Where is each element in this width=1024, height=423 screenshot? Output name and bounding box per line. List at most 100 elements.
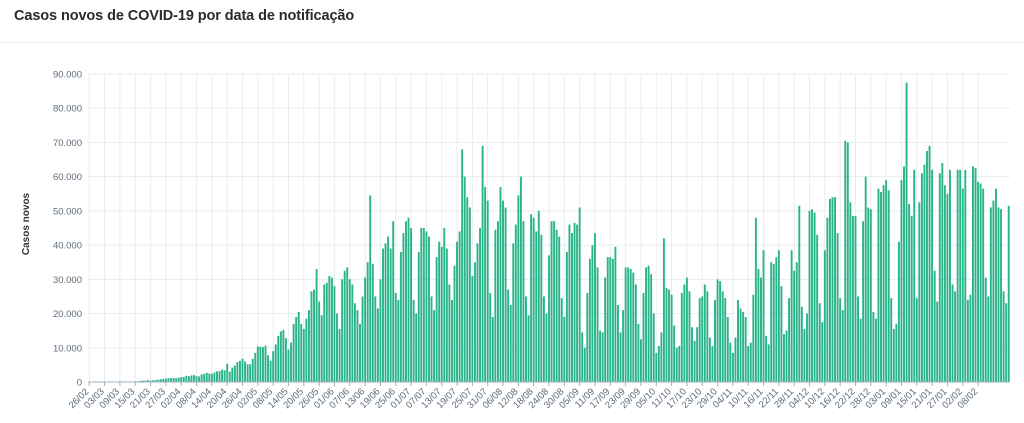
bar[interactable] bbox=[182, 376, 185, 382]
bar[interactable] bbox=[336, 313, 338, 382]
bar[interactable] bbox=[706, 291, 709, 382]
bar[interactable] bbox=[844, 140, 847, 382]
bar[interactable] bbox=[502, 200, 504, 382]
bar[interactable] bbox=[609, 257, 612, 382]
bar[interactable] bbox=[721, 291, 724, 382]
bar[interactable] bbox=[307, 310, 310, 382]
bar[interactable] bbox=[261, 347, 264, 382]
bar[interactable] bbox=[353, 303, 356, 382]
bar[interactable] bbox=[979, 183, 982, 382]
bar[interactable] bbox=[632, 272, 635, 382]
bar[interactable] bbox=[141, 380, 144, 382]
bar[interactable] bbox=[251, 358, 254, 382]
bar[interactable] bbox=[402, 233, 405, 382]
bar[interactable] bbox=[943, 185, 946, 382]
bar[interactable] bbox=[874, 318, 877, 382]
bar[interactable] bbox=[471, 275, 474, 382]
bar[interactable] bbox=[269, 360, 272, 382]
bar[interactable] bbox=[218, 371, 221, 382]
bar[interactable] bbox=[711, 346, 714, 382]
bar[interactable] bbox=[811, 209, 814, 382]
bar[interactable] bbox=[384, 243, 387, 382]
bar[interactable] bbox=[606, 257, 609, 382]
bar[interactable] bbox=[1007, 205, 1010, 382]
bar[interactable] bbox=[348, 279, 351, 382]
bar[interactable] bbox=[954, 291, 957, 382]
bar[interactable] bbox=[532, 217, 535, 382]
bar[interactable] bbox=[594, 233, 596, 382]
bar[interactable] bbox=[410, 228, 413, 382]
bar[interactable] bbox=[816, 234, 819, 382]
bar[interactable] bbox=[256, 346, 259, 382]
bar[interactable] bbox=[448, 284, 451, 382]
bar[interactable] bbox=[226, 363, 229, 382]
bar[interactable] bbox=[1000, 209, 1003, 382]
bar[interactable] bbox=[749, 342, 752, 382]
bar[interactable] bbox=[941, 162, 944, 382]
bar[interactable] bbox=[553, 221, 556, 382]
bar[interactable] bbox=[956, 169, 959, 382]
bar[interactable] bbox=[571, 233, 573, 382]
bar[interactable] bbox=[946, 193, 949, 382]
bar[interactable] bbox=[376, 308, 379, 382]
bar[interactable] bbox=[484, 186, 487, 382]
bar[interactable] bbox=[798, 205, 801, 382]
bar[interactable] bbox=[164, 378, 167, 382]
bar[interactable] bbox=[555, 229, 558, 382]
bar[interactable] bbox=[601, 332, 604, 382]
bar[interactable] bbox=[397, 299, 400, 382]
bar[interactable] bbox=[622, 310, 625, 382]
bar[interactable] bbox=[576, 224, 579, 382]
bar[interactable] bbox=[966, 299, 969, 382]
bar[interactable] bbox=[180, 377, 183, 382]
bar[interactable] bbox=[185, 375, 188, 382]
bar[interactable] bbox=[790, 250, 793, 382]
bar[interactable] bbox=[588, 258, 591, 382]
bar[interactable] bbox=[739, 308, 742, 382]
bar[interactable] bbox=[172, 377, 175, 382]
bar[interactable] bbox=[542, 296, 545, 382]
bar[interactable] bbox=[926, 151, 928, 382]
bar[interactable] bbox=[849, 202, 852, 382]
bar[interactable] bbox=[734, 337, 737, 382]
bar[interactable] bbox=[509, 305, 512, 382]
bar[interactable] bbox=[887, 190, 890, 382]
bar[interactable] bbox=[637, 323, 640, 382]
bar[interactable] bbox=[698, 298, 701, 382]
bar[interactable] bbox=[361, 296, 364, 382]
bar[interactable] bbox=[744, 316, 747, 382]
bar[interactable] bbox=[719, 281, 722, 382]
bar[interactable] bbox=[818, 303, 821, 382]
bar[interactable] bbox=[139, 380, 142, 382]
bar[interactable] bbox=[800, 306, 803, 382]
bar[interactable] bbox=[936, 301, 939, 382]
bar[interactable] bbox=[430, 296, 433, 382]
bar[interactable] bbox=[461, 149, 464, 382]
bar[interactable] bbox=[678, 346, 681, 382]
bar[interactable] bbox=[928, 145, 931, 382]
bar[interactable] bbox=[867, 207, 870, 382]
bar[interactable] bbox=[369, 195, 372, 382]
bar[interactable] bbox=[668, 289, 670, 382]
bar[interactable] bbox=[882, 185, 885, 382]
bar[interactable] bbox=[310, 291, 313, 382]
bar[interactable] bbox=[190, 375, 193, 382]
bar[interactable] bbox=[476, 243, 479, 382]
bar[interactable] bbox=[366, 262, 369, 382]
bar[interactable] bbox=[703, 284, 706, 382]
bar[interactable] bbox=[662, 238, 665, 382]
bar[interactable] bbox=[826, 217, 829, 382]
bar[interactable] bbox=[872, 311, 875, 382]
bar[interactable] bbox=[205, 372, 208, 382]
bar[interactable] bbox=[828, 198, 831, 382]
bar[interactable] bbox=[399, 251, 402, 382]
bar[interactable] bbox=[685, 277, 688, 382]
bar[interactable] bbox=[545, 313, 548, 382]
bar[interactable] bbox=[259, 346, 262, 382]
bar[interactable] bbox=[221, 369, 224, 382]
bar[interactable] bbox=[297, 311, 300, 382]
bar[interactable] bbox=[305, 318, 308, 382]
bar[interactable] bbox=[320, 315, 323, 382]
bar[interactable] bbox=[341, 279, 344, 382]
bar[interactable] bbox=[568, 224, 571, 382]
